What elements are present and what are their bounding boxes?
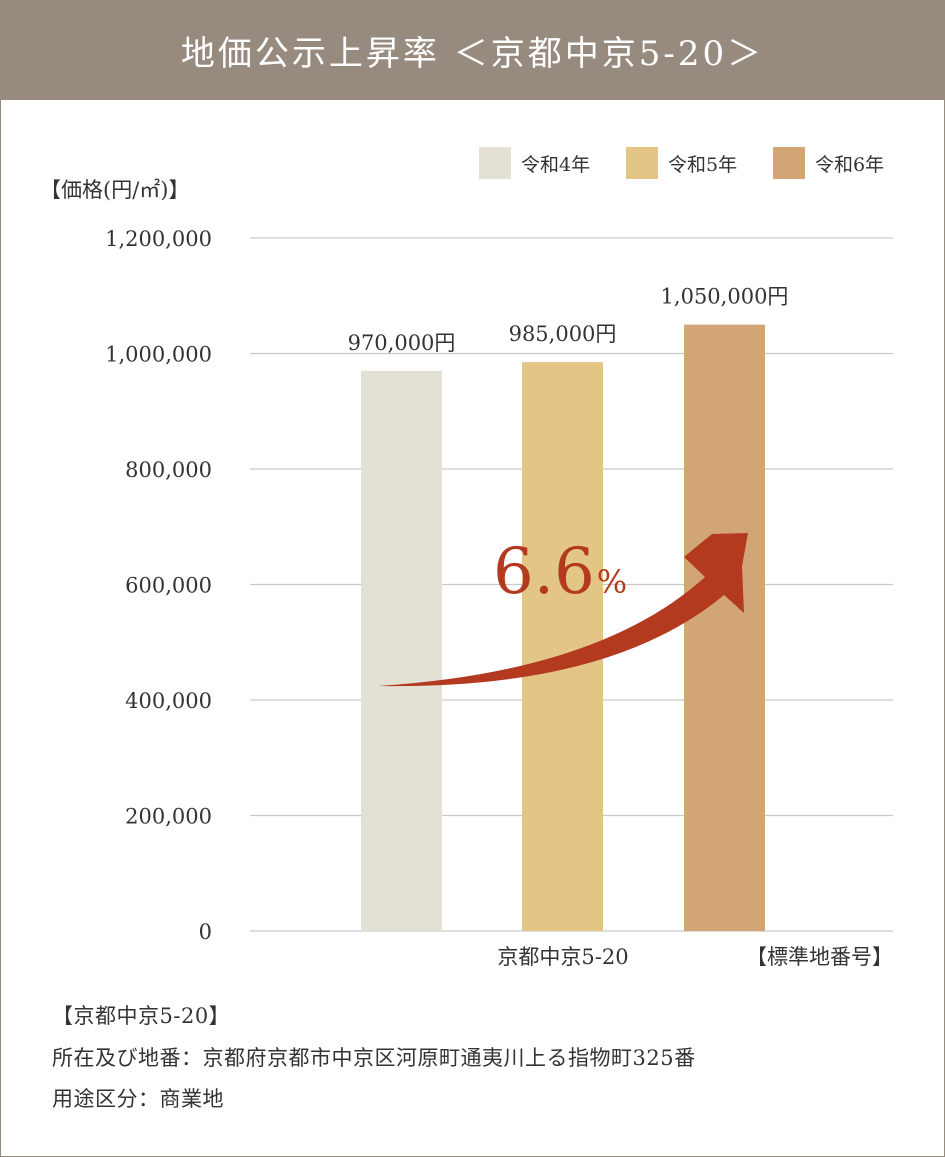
y-tick-label: 800,000: [125, 458, 212, 482]
growth-arrow-shape: [378, 533, 748, 687]
legend-label: 令和4年: [521, 154, 590, 176]
info-location: 所在及び地番：京都府京都市中京区河原町通夷川上る指物町325番: [52, 1046, 696, 1070]
y-axis-label: 【価格(円/㎡)】: [40, 178, 189, 202]
legend-label: 令和5年: [668, 154, 737, 176]
bar: [684, 324, 765, 931]
y-tick-label: 400,000: [125, 689, 212, 713]
y-tick-label: 600,000: [125, 574, 212, 598]
bar-value-label: 985,000円: [509, 322, 617, 346]
header-banner: 地価公示上昇率 ＜京都中京5-20＞: [0, 0, 945, 100]
bar-chart: 令和4年 令和5年 令和6年 【価格(円/㎡)】 1,200,000 1,000,00…: [40, 147, 893, 969]
info-use: 用途区分：商業地: [52, 1087, 224, 1111]
bar: [361, 370, 442, 931]
legend-swatch: [773, 147, 805, 179]
legend: 令和4年 令和5年 令和6年: [479, 147, 884, 179]
page-title: 地価公示上昇率 ＜京都中京5-20＞: [180, 33, 765, 74]
legend-swatch: [626, 147, 658, 179]
y-tick-label: 200,000: [125, 805, 212, 829]
y-tick-label: 1,000,000: [105, 343, 212, 367]
info-title: 【京都中京5-20】: [52, 1004, 231, 1028]
bar-value-label: 1,050,000円: [661, 285, 789, 309]
legend-swatch: [479, 147, 511, 179]
y-tick-labels: 1,200,000 1,000,000 800,000 600,000 400,000 2…: [105, 227, 212, 944]
y-tick-label: 1,200,000: [105, 227, 212, 251]
legend-label: 令和6年: [815, 154, 884, 176]
x-axis-right-label: 【標準地番号】: [746, 945, 893, 969]
y-tick-label: 0: [199, 920, 212, 944]
gridlines: [250, 237, 893, 932]
growth-rate-label: 6.6%: [493, 535, 627, 609]
bar-value-labels: 970,000円 985,000円 1,050,000円: [348, 285, 789, 355]
bar-value-label: 970,000円: [348, 331, 456, 355]
growth-rate-unit: %: [597, 563, 627, 601]
bars: [361, 324, 765, 932]
growth-arrow: 6.6%: [378, 533, 748, 687]
growth-rate-value: 6.6: [493, 535, 595, 609]
category-label: 京都中京5-20: [497, 945, 628, 969]
